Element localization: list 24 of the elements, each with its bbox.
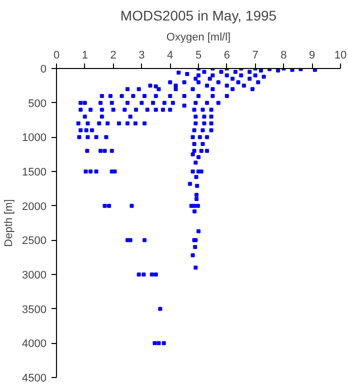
x-tick-label: 7 [252,50,258,62]
x-tick-label: 6 [224,50,230,62]
y-tick-label: 0 [40,64,47,76]
x-tick-label: 10 [334,50,347,62]
x-tick-label: 1 [82,50,88,62]
y-axis-title: Depth [m] [3,199,16,247]
y-tick-label: 1000 [22,132,47,144]
y-tick-label: 3000 [22,270,47,282]
x-tick-label: 0 [53,50,60,62]
x-tick-label: 9 [309,50,316,62]
y-tick-label: 500 [28,98,47,110]
y-tick-label: 1500 [22,166,47,178]
x-tick-label: 8 [280,50,287,62]
x-axis-title: Oxygen [ml/l] [166,32,231,44]
y-tick-label: 3500 [22,304,47,316]
y-tick-label: 2500 [22,235,47,248]
y-tick-label: 4000 [22,338,47,350]
y-tick-label: 2000 [22,200,47,213]
y-tick-label: 4500 [22,372,47,384]
x-tick-label: 3 [138,50,145,62]
x-tick-label: 5 [195,50,202,62]
x-tick-label: 4 [167,50,174,62]
x-tick-label: 2 [110,50,116,62]
chart-title: MODS2005 in May, 1995 [120,8,277,24]
